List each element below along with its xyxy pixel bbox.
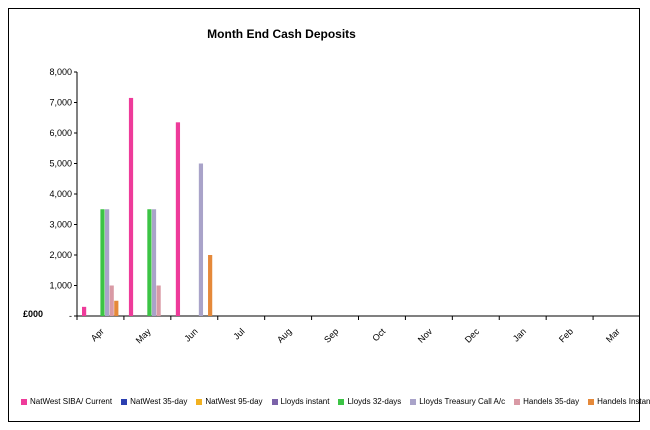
legend-swatch [410,398,417,405]
chart-frame: Month End Cash Deposits - 1,000 2,000 3,000… [8,8,650,422]
legend-label: Lloyds instant [280,397,330,406]
x-tick-label: Aug [275,326,293,344]
bar-handels-instant-jun [208,255,213,316]
y-tick-label: 2,000 [49,250,72,260]
bar-natwest-siba-current-jun [175,122,181,316]
legend-item: NatWest SIBA/ Current [21,397,112,406]
bar-lloyds-treasury-call-a-c-apr [105,209,110,316]
legend-swatch [121,398,128,405]
legend-label: Lloyds 32-days [347,397,402,406]
bar-lloyds-treasury-call-a-c-may [151,209,157,316]
legend-item: Handels 35-day [514,397,579,406]
legend-swatch [271,398,278,405]
bar-handels-35-day-may [156,285,161,316]
y-unit-label: £000 [23,309,43,319]
legend-label: NatWest 95-day [205,397,263,406]
y-tick-label: 8,000 [49,67,72,77]
legend-label: NatWest SIBA/ Current [30,397,113,406]
legend-item: NatWest 95-day [196,397,263,406]
legend-label: NatWest 35-day [130,397,188,406]
x-tick-label: Nov [416,326,435,345]
legend-swatch [588,398,595,405]
x-tick-label: May [134,326,153,345]
y-tick-label: 7,000 [49,98,72,108]
bar-natwest-siba-current-may [128,97,134,316]
bar-lloyds-32-days-apr [100,209,105,316]
y-tick-label: 1,000 [49,281,72,291]
bar-lloyds-32-days-may [147,209,152,316]
bar-handels-instant-apr [114,300,119,316]
x-tick-label: Jul [231,326,246,341]
legend: NatWest SIBA/ Current NatWest 35-day NatWe… [21,397,650,406]
y-tick-label: - [69,311,72,321]
bar-natwest-siba-current-apr [82,306,87,316]
y-tick-label: 4,000 [49,189,72,199]
legend-label: Lloyds Treasury Call A/c [419,397,506,406]
bar-lloyds-treasury-call-a-c-jun [198,163,204,316]
legend-item: Lloyds Treasury Call A/c [410,397,505,406]
plot-area: - 1,000 2,000 3,000 4,000 5,000 6,000 7,000 8,00… [23,67,639,345]
x-tick-label: Feb [557,326,575,344]
legend-item: Handels Instant [588,397,650,406]
legend-swatch [21,398,27,405]
chart-title: Month End Cash Deposits [207,27,356,41]
legend-item: Lloyds 32-days [338,397,401,406]
x-tick-label: Apr [89,326,106,343]
legend-item: NatWest 35-day [121,397,187,406]
legend-label: Handels Instant [597,397,650,406]
legend-swatch [196,398,203,405]
legend-swatch [338,398,345,405]
x-tick-label: Oct [370,326,387,343]
y-tick-label: 5,000 [49,159,72,169]
x-tick-label: Jan [511,326,528,343]
x-tick-label: Sep [322,326,340,344]
y-tick-label: 6,000 [49,128,72,138]
x-tick-label: Jun [182,326,199,343]
x-tick-label: Mar [604,326,622,344]
legend-item: Lloyds instant [271,397,330,406]
bar-handels-35-day-apr [109,285,114,316]
y-tick-label: 3,000 [49,220,72,230]
legend-swatch [514,398,521,405]
legend-label: Handels 35-day [523,397,580,406]
x-tick-label: Dec [463,326,482,345]
